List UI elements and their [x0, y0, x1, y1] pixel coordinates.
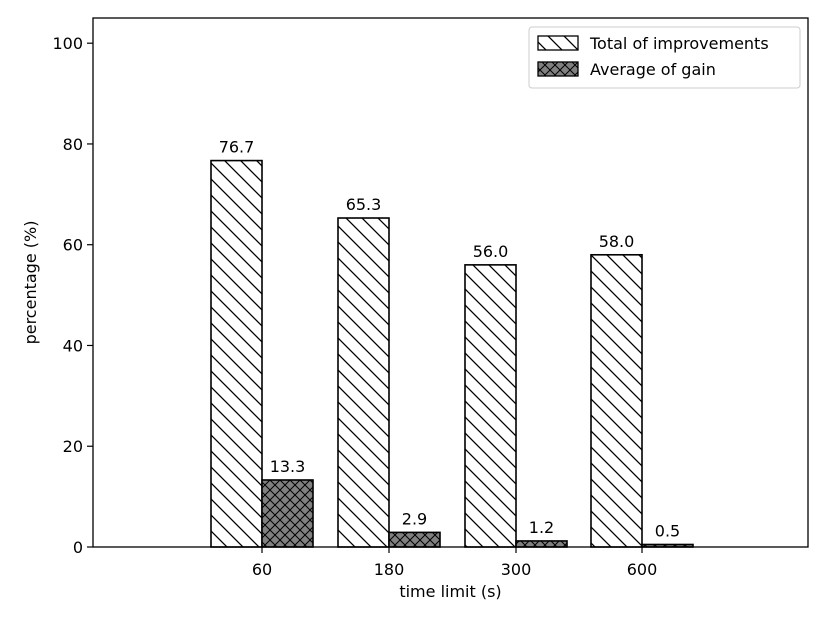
value-label-average-gain-60: 13.3: [270, 457, 306, 476]
y-axis-ticks: 0 20 40 60 80 100: [52, 34, 93, 557]
value-label-average-gain-180: 2.9: [402, 509, 427, 528]
bar-total-improvements-600: [590, 253, 643, 548]
bar-total-improvements-300: [464, 264, 517, 548]
value-label-total-improvements-300: 56.0: [473, 242, 509, 261]
value-label-average-gain-300: 1.2: [529, 518, 554, 537]
bars-group: [210, 159, 694, 548]
bar-average-gain-180: [388, 531, 441, 548]
value-label-total-improvements-600: 58.0: [599, 232, 635, 251]
legend-label-total-improvements: Total of improvements: [589, 34, 769, 53]
y-tick-label: 100: [52, 34, 83, 53]
bar-total-improvements-60: [210, 159, 263, 548]
y-tick-label: 20: [63, 437, 83, 456]
x-tick-label: 60: [252, 560, 272, 579]
bar-average-gain-300: [515, 540, 568, 548]
value-label-total-improvements-60: 76.7: [219, 138, 255, 157]
y-axis-label: percentage (%): [21, 221, 40, 345]
value-label-total-improvements-180: 65.3: [346, 195, 382, 214]
x-axis-ticks: 60 180 300 600: [252, 547, 657, 579]
legend-swatch-average-gain: [537, 61, 579, 77]
plot-area: 76.7 13.3 65.3 2.9 56.0 1.2 58.0 0.5 0 20 40 60 80 1…: [52, 17, 809, 579]
value-labels-group: 76.7 13.3 65.3 2.9 56.0 1.2 58.0 0.5: [219, 138, 681, 541]
y-tick-label: 80: [63, 135, 83, 154]
x-tick-label: 300: [501, 560, 532, 579]
y-tick-label: 40: [63, 336, 83, 355]
axes-frame: [92, 17, 809, 548]
value-label-average-gain-600: 0.5: [655, 521, 680, 540]
x-axis-label: time limit (s): [399, 582, 501, 601]
legend-swatch-total-improvements: [537, 35, 579, 51]
x-tick-label: 600: [627, 560, 658, 579]
bar-average-gain-60: [261, 479, 314, 548]
bar-total-improvements-180: [337, 217, 390, 548]
legend-label-average-gain: Average of gain: [590, 60, 716, 79]
y-tick-label: 0: [73, 538, 83, 557]
x-tick-label: 180: [374, 560, 405, 579]
legend-box: [528, 26, 801, 89]
legend: Total of improvements Average of gain: [528, 26, 801, 89]
y-tick-label: 60: [63, 236, 83, 255]
